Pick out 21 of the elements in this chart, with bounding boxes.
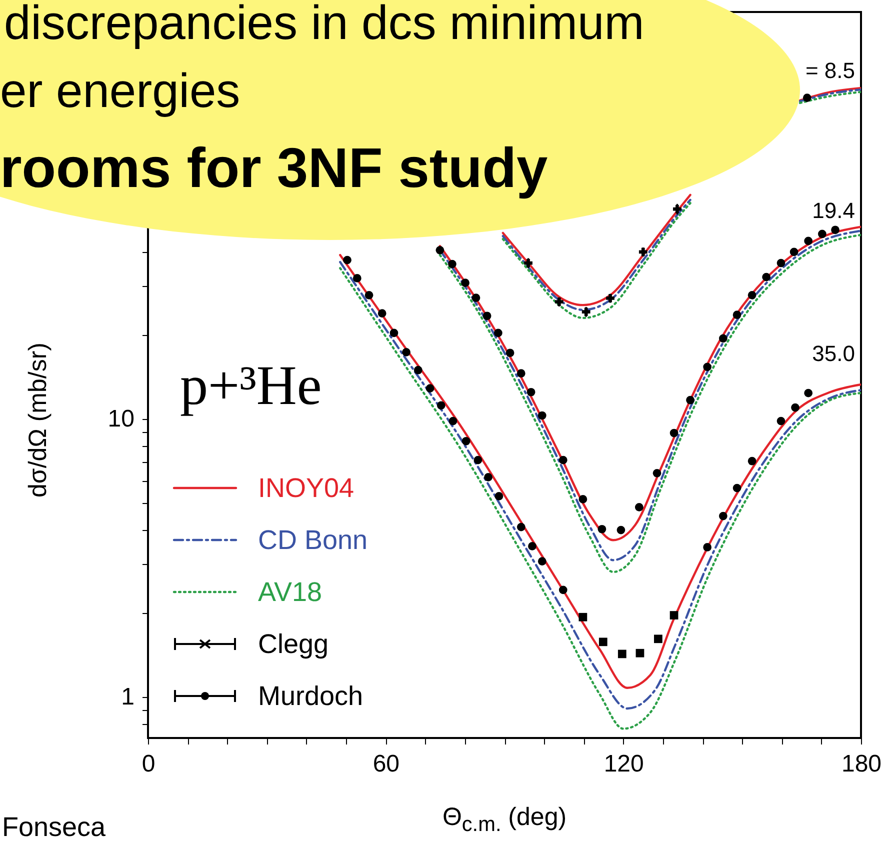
legend-label: INOY04 (258, 472, 354, 502)
annotation: rooms for 3NF study (0, 136, 548, 199)
annotation: discrepancies in dcs minimum (4, 0, 644, 50)
x-tick-label: 120 (604, 750, 644, 778)
legend-label: AV18 (258, 576, 322, 606)
legend-label: Clegg (258, 628, 329, 658)
annotation: = 8.5 (805, 58, 855, 83)
x-tick-label: 0 (142, 750, 156, 778)
legend-label: CD Bonn (258, 524, 368, 554)
annotation: 19.4 (812, 198, 855, 223)
annotation: p+³He (180, 355, 322, 417)
y-tick-label: 10 (108, 406, 134, 433)
y-axis-title: dσ/dΩ (mb/sr) (24, 342, 52, 498)
x-tick-label: 60 (372, 750, 400, 778)
legend-label: Murdoch (258, 680, 364, 710)
y-tick-label: 1 (121, 684, 134, 711)
annotation: 35.0 (812, 341, 855, 366)
annotation: er energies (0, 65, 240, 118)
x-axis-title: Θ$_{c.m.}$ (deg) (441, 803, 568, 836)
text: Fonseca (2, 812, 106, 842)
x-tick-label: 180 (841, 750, 882, 778)
